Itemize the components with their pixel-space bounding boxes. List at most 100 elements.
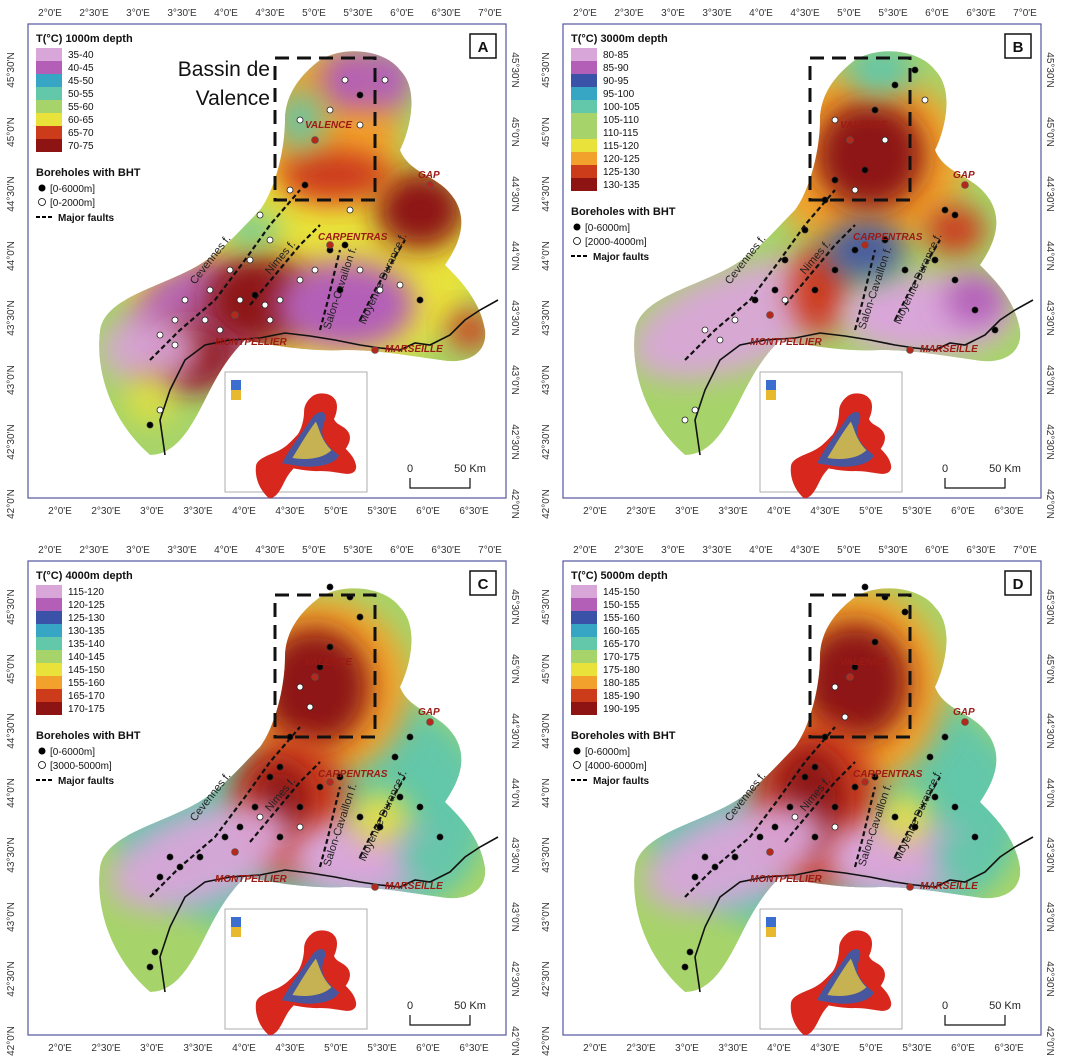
lat-tick-right: 45°30'N bbox=[509, 52, 520, 87]
coastline bbox=[694, 836, 1034, 993]
lat-tick-right: 43°0'N bbox=[1044, 902, 1055, 932]
legend-swatch bbox=[36, 74, 62, 87]
temperature-anomaly bbox=[880, 792, 930, 842]
scale-label: 50 Km bbox=[989, 1000, 1021, 1012]
lon-tick-top: 6°30'E bbox=[966, 8, 996, 19]
lon-tick-bottom: 4°30'E bbox=[275, 506, 305, 517]
legend-range-dot bbox=[38, 761, 46, 769]
legend-swatch bbox=[36, 689, 62, 702]
borehole-deep bbox=[821, 733, 829, 741]
legend-deep-dot bbox=[38, 184, 46, 192]
lat-tick-right: 42°0'N bbox=[509, 489, 520, 519]
fault-durance bbox=[894, 776, 941, 858]
lat-tick-left: 42°0'N bbox=[541, 1026, 552, 1056]
lon-tick-bottom: 2°30'E bbox=[626, 506, 656, 517]
legend-swatch bbox=[36, 637, 62, 650]
borehole-deep bbox=[811, 833, 819, 841]
borehole-range bbox=[261, 301, 269, 309]
inset-mid-zone bbox=[827, 958, 867, 996]
fault-lines bbox=[149, 726, 406, 898]
borehole-deep bbox=[781, 256, 789, 264]
borehole-deep bbox=[861, 583, 869, 591]
lon-tick-top: 4°0'E bbox=[749, 8, 773, 19]
lon-tick-bottom: 4°30'E bbox=[810, 1043, 840, 1054]
lon-tick-top: 5°0'E bbox=[837, 8, 861, 19]
lon-tick-bottom: 3°30'E bbox=[183, 506, 213, 517]
legend-swatch bbox=[36, 87, 62, 100]
city-marker bbox=[961, 181, 969, 189]
map-svg: 2°0'E 2°30'E 3°0'E 3°30'E 4°0'E 4°30'E 5°0'E 5°… bbox=[6, 545, 520, 1056]
inset-legend-swatch bbox=[231, 927, 241, 937]
valence-basin-box bbox=[273, 593, 377, 739]
lat-tick-left: 42°0'N bbox=[6, 489, 17, 519]
borehole-deep bbox=[991, 326, 999, 334]
lon-tick-bottom: 4°0'E bbox=[232, 506, 256, 517]
city-label: MARSEILLE bbox=[920, 344, 978, 355]
borehole-deep bbox=[686, 948, 694, 956]
lat-tick-right: 44°0'N bbox=[1044, 778, 1055, 808]
legend-range: 155-160 bbox=[68, 678, 105, 689]
lat-tick-right: 45°30'N bbox=[509, 589, 520, 624]
fault-lines bbox=[684, 189, 941, 361]
borehole-deep bbox=[296, 803, 304, 811]
borehole-deep bbox=[356, 91, 364, 99]
borehole-range bbox=[226, 266, 234, 274]
borehole-deep bbox=[891, 81, 899, 89]
legend-deep-dot bbox=[573, 747, 581, 755]
borehole-range bbox=[276, 296, 284, 304]
lat-tick-left: 43°0'N bbox=[6, 902, 17, 932]
lon-tick-bottom: 5°0'E bbox=[859, 506, 883, 517]
lon-tick-bottom: 3°30'E bbox=[183, 1043, 213, 1054]
inset-legend-swatch bbox=[766, 380, 776, 390]
legend-swatch bbox=[571, 689, 597, 702]
legend-range: 120-125 bbox=[603, 154, 640, 165]
borehole-markers bbox=[146, 583, 444, 971]
legend-range: 145-150 bbox=[603, 587, 640, 598]
lat-tick-right: 43°30'N bbox=[1044, 300, 1055, 335]
legend-range-dot bbox=[573, 237, 581, 245]
lon-tick-bottom: 4°0'E bbox=[767, 506, 791, 517]
borehole-deep bbox=[316, 663, 324, 671]
legend-fault-label: Major faults bbox=[593, 776, 650, 787]
lon-tick-bottom: 2°0'E bbox=[48, 1043, 72, 1054]
legend-range: 185-190 bbox=[603, 691, 640, 702]
borehole-deep bbox=[851, 783, 859, 791]
lon-tick-bottom: 4°0'E bbox=[767, 1043, 791, 1054]
lon-tick-bottom: 3°0'E bbox=[140, 1043, 164, 1054]
scale-bar bbox=[409, 478, 471, 489]
borehole-range bbox=[831, 823, 839, 831]
coastline bbox=[159, 836, 499, 993]
lat-tick-left: 45°30'N bbox=[541, 52, 552, 87]
borehole-markers bbox=[146, 76, 424, 429]
borehole-deep bbox=[951, 211, 959, 219]
lat-tick-right: 44°30'N bbox=[509, 176, 520, 211]
lon-tick-bottom: 6°0'E bbox=[951, 1043, 975, 1054]
borehole-deep bbox=[871, 773, 879, 781]
legend-range: 120-125 bbox=[68, 600, 105, 611]
borehole-deep bbox=[251, 803, 259, 811]
lon-tick-top: 7°0'E bbox=[478, 545, 502, 556]
borehole-deep bbox=[236, 823, 244, 831]
legend-swatch bbox=[36, 676, 62, 689]
legend-range: 175-180 bbox=[603, 665, 640, 676]
legend-deep-label: [0-6000m] bbox=[50, 747, 95, 758]
lat-tick-left: 45°30'N bbox=[541, 589, 552, 624]
borehole-deep bbox=[176, 863, 184, 871]
legend-swatch bbox=[36, 663, 62, 676]
borehole-deep bbox=[151, 948, 159, 956]
map-panel-b: 2°0'E 2°30'E 3°0'E 3°30'E 4°0'E 4°30'E 5°0'E 5°… bbox=[535, 0, 1055, 520]
borehole-deep bbox=[276, 763, 284, 771]
lat-tick-right: 45°30'N bbox=[1044, 589, 1055, 624]
lon-tick-bottom: 5°30'E bbox=[902, 506, 932, 517]
borehole-deep bbox=[251, 291, 259, 299]
lon-tick-top: 2°30'E bbox=[79, 545, 109, 556]
borehole-deep bbox=[831, 266, 839, 274]
lat-tick-left: 43°30'N bbox=[541, 300, 552, 335]
lon-tick-top: 3°0'E bbox=[661, 545, 685, 556]
lon-tick-top: 3°0'E bbox=[126, 545, 150, 556]
borehole-range bbox=[791, 813, 799, 821]
temperature-anomaly bbox=[448, 310, 486, 350]
fault-nimes bbox=[784, 224, 856, 306]
lat-tick-left: 42°0'N bbox=[541, 489, 552, 519]
lon-tick-top: 4°30'E bbox=[790, 545, 820, 556]
